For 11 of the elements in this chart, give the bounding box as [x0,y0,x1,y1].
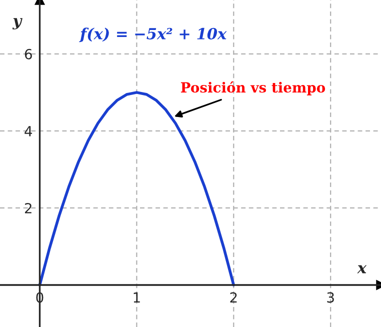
line-series [38,91,236,286]
x-tick-label: 2 [230,292,237,303]
y-tick-label: 4 [24,126,32,136]
y-tick-label: 6 [24,48,32,60]
x-tick-label: 3 [327,292,334,303]
y-axis-title: y [12,18,22,30]
x-axis-title: x [357,265,367,274]
annotation: Posición vs tiempo [180,81,326,96]
text: f(x) = −5x² + 10x [79,28,227,42]
x-tick-label: 1 [134,292,140,303]
y-tick-label: 2 [24,202,32,214]
